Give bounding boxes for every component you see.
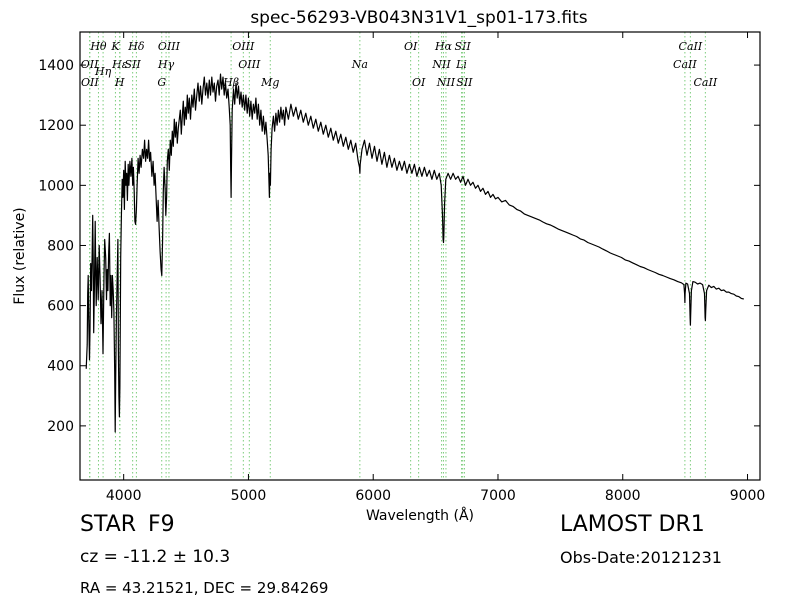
- spectral-line-label: Hβ: [222, 76, 239, 89]
- spectral-line-label: Hη: [94, 65, 112, 78]
- y-tick-label: 600: [47, 299, 74, 315]
- spectral-line-label: Hα: [434, 40, 453, 53]
- spectral-line-label: OI: [404, 40, 418, 53]
- spectral-line-label: NII: [431, 58, 451, 71]
- y-tick-label: 800: [47, 238, 74, 254]
- x-tick-label: 8000: [605, 488, 641, 504]
- plot-frame: [79, 31, 761, 481]
- spectral-line-label: CaII: [679, 40, 703, 53]
- spectral-line-label: Hδ: [127, 40, 145, 53]
- spectral-line-label: OII: [81, 76, 99, 89]
- spectral-line-label: SII: [456, 76, 473, 89]
- spectral-line-label: NII: [436, 76, 456, 89]
- spectral-line-label: G: [157, 76, 166, 89]
- x-tick-label: 4000: [106, 488, 142, 504]
- x-tick-label: 6000: [355, 488, 391, 504]
- ra-dec-coordinates: RA = 43.21521, DEC = 29.84269: [80, 579, 329, 597]
- chart-title: spec-56293-VB043N31V1_sp01-173.fits: [250, 8, 587, 28]
- spectral-line-label: H: [114, 76, 125, 89]
- spectral-line-label: Na: [351, 58, 368, 71]
- spectral-line-label: SII: [125, 58, 142, 71]
- spectral-line-label: OIII: [232, 40, 255, 53]
- spectral-line-label: Hθ: [89, 40, 107, 53]
- y-tick-label: 1200: [38, 118, 74, 134]
- spectral-line-label: Mg: [260, 76, 279, 89]
- spectral-line-label: OIII: [238, 58, 261, 71]
- object-subclass: F9: [148, 512, 175, 537]
- x-axis-label: Wavelength (Å): [366, 507, 474, 524]
- redshift-cz: cz = -11.2 ± 10.3: [80, 547, 231, 567]
- x-tick-label: 7000: [480, 488, 516, 504]
- spectral-line-label: K: [110, 40, 120, 53]
- y-tick-label: 1400: [38, 58, 74, 74]
- object-class: STAR: [80, 512, 137, 537]
- spectral-line-label: Li: [455, 58, 467, 71]
- spectral-line-label: Hγ: [157, 58, 175, 71]
- spectrum-series: [85, 73, 744, 433]
- spectral-line-label: CaII: [694, 76, 718, 89]
- axis-ticks: 4000 5000 6000 7000 8000 9000 200 400 600 800 1000…: [38, 32, 765, 504]
- y-tick-label: 400: [47, 359, 74, 375]
- survey-name: LAMOST DR1: [560, 512, 705, 537]
- observation-date: Obs-Date:20121231: [560, 548, 722, 567]
- spectral-line-label: OIII: [158, 40, 181, 53]
- y-tick-label: 200: [47, 419, 74, 435]
- spectral-line-label: CaII: [673, 58, 697, 71]
- spectrum-line: [85, 73, 744, 433]
- spectral-line-label: SII: [455, 40, 472, 53]
- y-axis-label: Flux (relative): [12, 207, 28, 304]
- x-tick-label: 5000: [231, 488, 267, 504]
- y-tick-label: 1000: [38, 178, 74, 194]
- x-tick-label: 9000: [730, 488, 766, 504]
- spectral-line-label: OI: [412, 76, 426, 89]
